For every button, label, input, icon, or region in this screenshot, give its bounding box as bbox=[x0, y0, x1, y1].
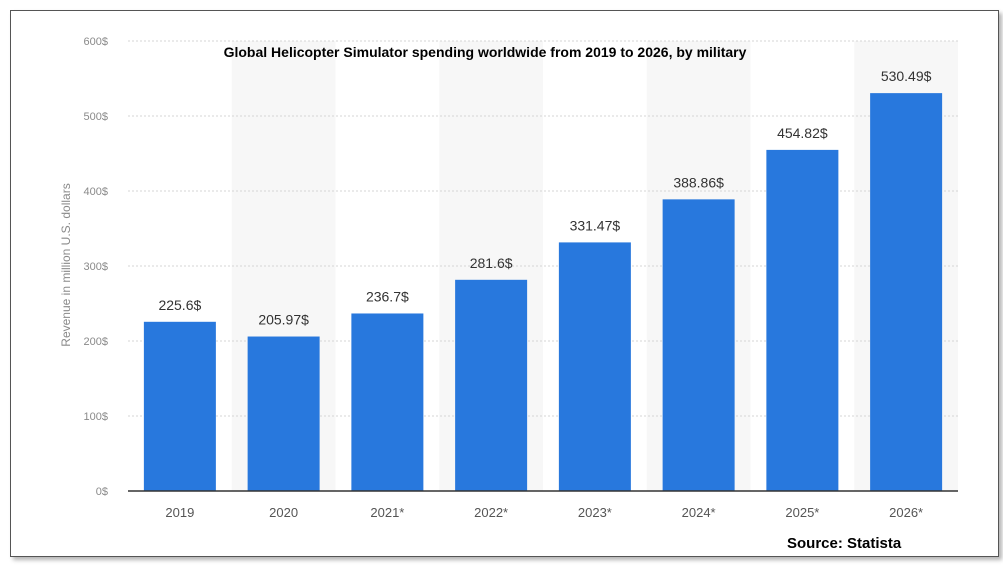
y-axis-label: Revenue in million U.S. dollars bbox=[59, 183, 73, 347]
data-label: 205.97$ bbox=[258, 312, 309, 328]
x-tick-label: 2022* bbox=[474, 505, 508, 520]
x-tick-label: 2025* bbox=[785, 505, 819, 520]
y-tick-label: 400$ bbox=[84, 186, 108, 198]
data-label: 281.6$ bbox=[470, 255, 513, 271]
bar bbox=[455, 279, 528, 491]
data-label: 388.86$ bbox=[673, 174, 724, 190]
y-tick-label: 300$ bbox=[84, 261, 108, 273]
source-note: Source: Statista bbox=[787, 535, 902, 552]
y-tick-label: 100$ bbox=[84, 411, 108, 423]
bar bbox=[766, 149, 839, 491]
x-tick-label: 2024* bbox=[682, 505, 716, 520]
bar bbox=[870, 93, 943, 491]
y-tick-label: 600$ bbox=[84, 36, 108, 48]
data-label: 454.82$ bbox=[777, 125, 828, 141]
chart-title: Global Helicopter Simulator spending wor… bbox=[223, 44, 747, 60]
x-tick-label: 2026* bbox=[889, 505, 923, 520]
x-tick-label: 2023* bbox=[578, 505, 612, 520]
y-tick-label: 0$ bbox=[96, 486, 108, 498]
bar bbox=[351, 313, 424, 491]
data-label: 236.7$ bbox=[366, 288, 409, 304]
x-tick-label: 2019 bbox=[165, 505, 194, 520]
y-tick-label: 200$ bbox=[84, 336, 108, 348]
x-tick-label: 2020 bbox=[269, 505, 298, 520]
data-label: 331.47$ bbox=[570, 217, 621, 233]
data-label: 530.49$ bbox=[881, 68, 932, 84]
bar bbox=[247, 336, 320, 491]
data-label: 225.6$ bbox=[158, 297, 201, 313]
x-tick-label: 2021* bbox=[370, 505, 404, 520]
bar bbox=[143, 321, 216, 491]
y-tick-label: 500$ bbox=[84, 111, 108, 123]
bar bbox=[662, 199, 735, 492]
bar bbox=[558, 242, 631, 491]
